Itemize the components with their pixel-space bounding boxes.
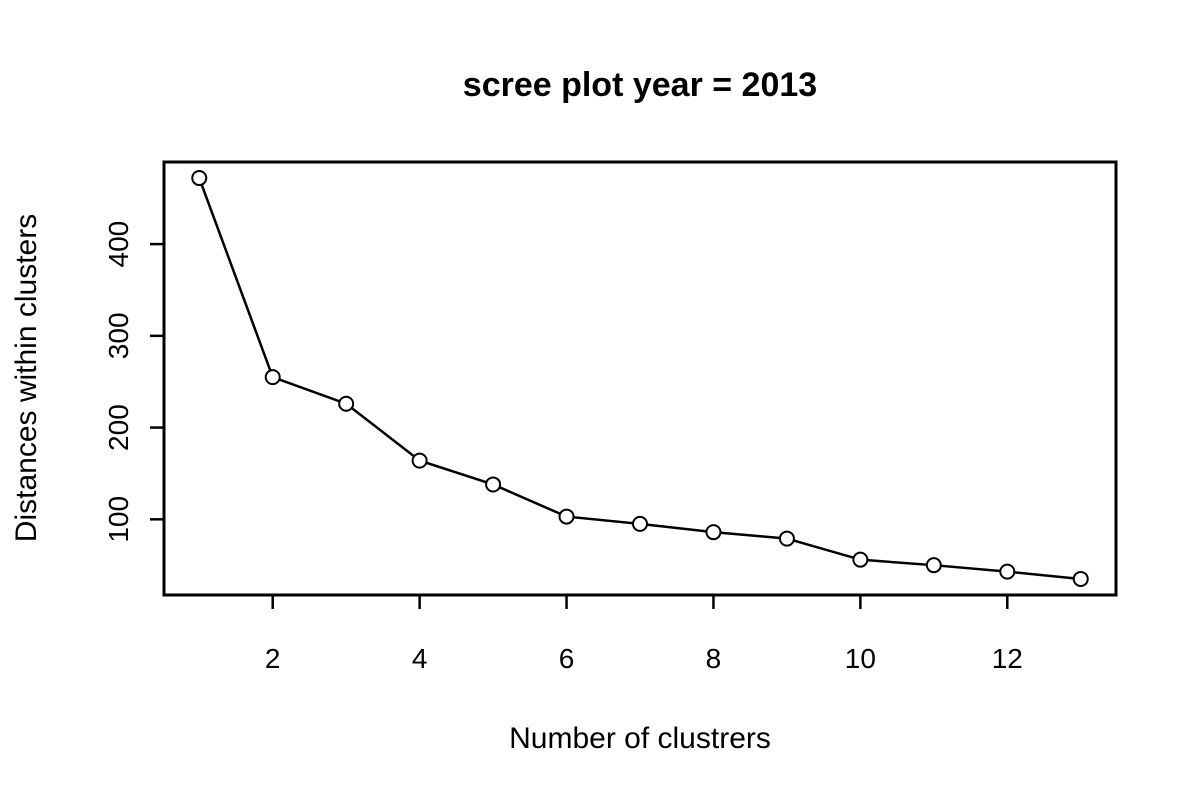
y-tick-label: 100 [103, 496, 134, 543]
x-tick-label: 12 [992, 643, 1023, 674]
data-point [999, 563, 1016, 580]
x-tick-label: 2 [265, 643, 281, 674]
data-point [778, 530, 795, 547]
x-axis: 2 4 6 8 10 12 [265, 593, 1023, 674]
data-point [1072, 570, 1089, 587]
data-point [485, 476, 502, 493]
x-tick-label: 10 [845, 643, 876, 674]
chart-title: scree plot year = 2013 [463, 66, 817, 104]
data-point [558, 508, 575, 525]
data-point [925, 557, 942, 574]
y-tick-label: 400 [103, 221, 134, 268]
data-point [411, 452, 428, 469]
data-point [852, 551, 869, 568]
x-tick-label: 6 [559, 643, 575, 674]
y-axis-label: Distances within clusters [10, 214, 43, 542]
y-axis: 100 200 300 400 [103, 221, 166, 543]
x-axis-label: Number of clustrers [509, 722, 771, 755]
data-point [338, 395, 355, 412]
data-point [191, 170, 208, 187]
x-tick-label: 4 [412, 643, 428, 674]
x-tick-label: 8 [706, 643, 722, 674]
data-points [191, 170, 1089, 587]
y-tick-label: 200 [103, 404, 134, 451]
data-point [264, 369, 281, 386]
data-point [632, 515, 648, 532]
y-tick-label: 300 [103, 312, 134, 359]
data-point [705, 524, 722, 541]
